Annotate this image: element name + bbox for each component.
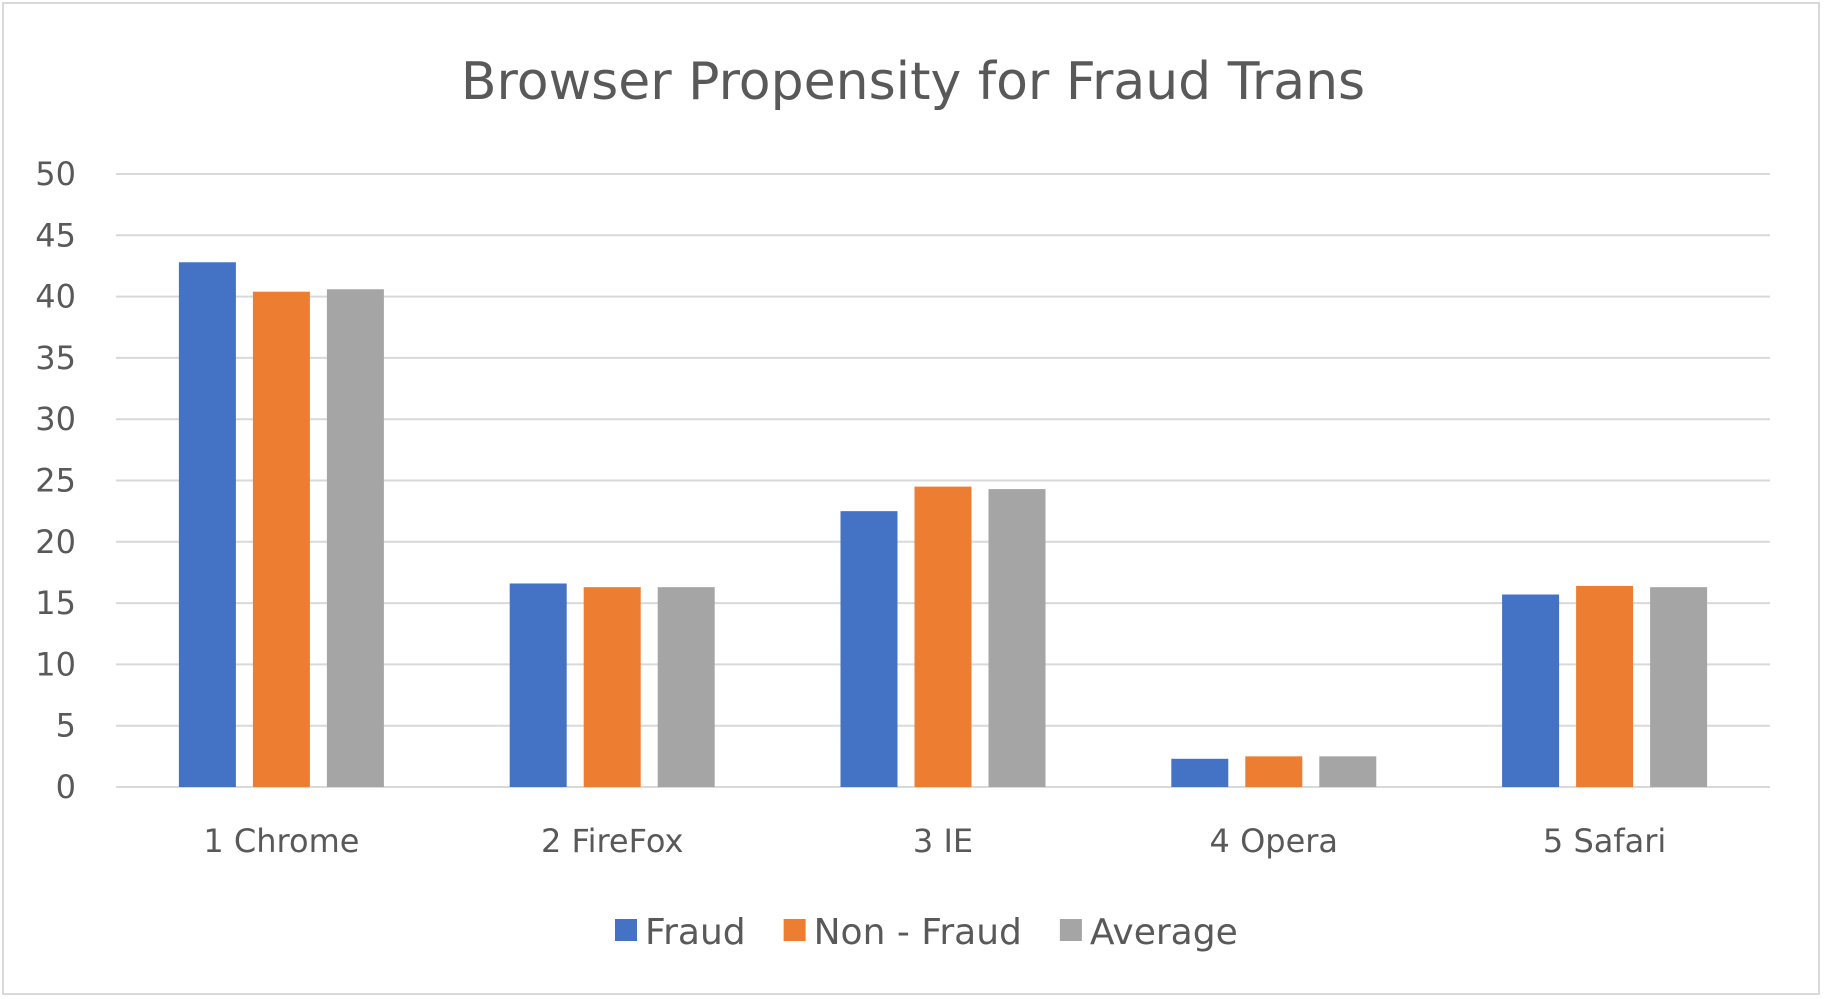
bar-average-1	[326, 289, 384, 787]
y-tick-label: 35	[35, 339, 76, 377]
bar-non-fraud-1	[252, 291, 310, 787]
x-tick-label: 4 Opera	[1210, 822, 1338, 860]
bar-average-3	[988, 489, 1046, 787]
bar-average-5	[1650, 587, 1708, 787]
bar-non-fraud-2	[583, 587, 641, 787]
y-tick-label: 0	[56, 768, 76, 806]
legend-swatch	[783, 919, 806, 941]
y-tick-label: 40	[35, 278, 76, 316]
bar-non-fraud-5	[1576, 585, 1634, 787]
x-tick-label: 1 Chrome	[203, 822, 359, 860]
legend-label: Fraud	[645, 912, 746, 953]
y-tick-label: 50	[35, 155, 76, 193]
bar-fraud-2	[509, 583, 567, 787]
y-tick-label: 45	[35, 216, 76, 254]
bar-non-fraud-4	[1245, 756, 1303, 787]
bar-fraud-1	[178, 262, 236, 788]
x-tick-label: 3 IE	[913, 822, 973, 860]
bar-fraud-4	[1171, 758, 1229, 787]
y-tick-label: 20	[35, 523, 76, 561]
legend: Fraud Non - Fraud Average	[615, 912, 1238, 953]
y-tick-label: 10	[35, 645, 76, 683]
legend-swatch	[1059, 919, 1082, 941]
y-tick-label: 15	[35, 584, 76, 622]
bars	[178, 262, 1708, 788]
x-tick-label: 5 Safari	[1543, 822, 1666, 860]
x-tick-label: 2 FireFox	[541, 822, 683, 860]
y-tick-label: 25	[35, 462, 76, 500]
bar-fraud-5	[1502, 594, 1560, 787]
chart-title: Browser Propensity for Fraud Trans	[461, 52, 1365, 112]
legend-label: Non - Fraud	[814, 912, 1022, 953]
chart-svg: Browser Propensity for Fraud Trans 0 5 10 1…	[35, 52, 1770, 953]
bar-fraud-3	[840, 511, 898, 787]
y-tick-label: 5	[56, 707, 76, 745]
bar-average-2	[657, 587, 715, 787]
y-tick-label: 30	[35, 400, 76, 438]
bar-non-fraud-3	[914, 486, 972, 787]
legend-label: Average	[1090, 912, 1238, 953]
bar-average-4	[1319, 756, 1377, 787]
y-axis-ticks: 0 5 10 15 20 25 30 35 40 45 50	[35, 155, 76, 806]
x-axis-ticks: 1 Chrome 2 FireFox 3 IE 4 Opera 5 Safari	[203, 822, 1666, 860]
legend-swatch	[615, 919, 637, 941]
